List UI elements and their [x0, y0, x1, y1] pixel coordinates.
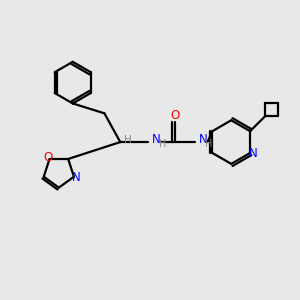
Text: O: O [170, 109, 179, 122]
Text: N: N [199, 133, 207, 146]
Text: H: H [124, 135, 132, 145]
Text: N: N [71, 171, 80, 184]
Text: H: H [159, 139, 166, 149]
Text: O: O [43, 152, 52, 164]
Text: H: H [206, 139, 213, 149]
Text: N: N [249, 148, 257, 160]
Text: N: N [152, 133, 161, 146]
